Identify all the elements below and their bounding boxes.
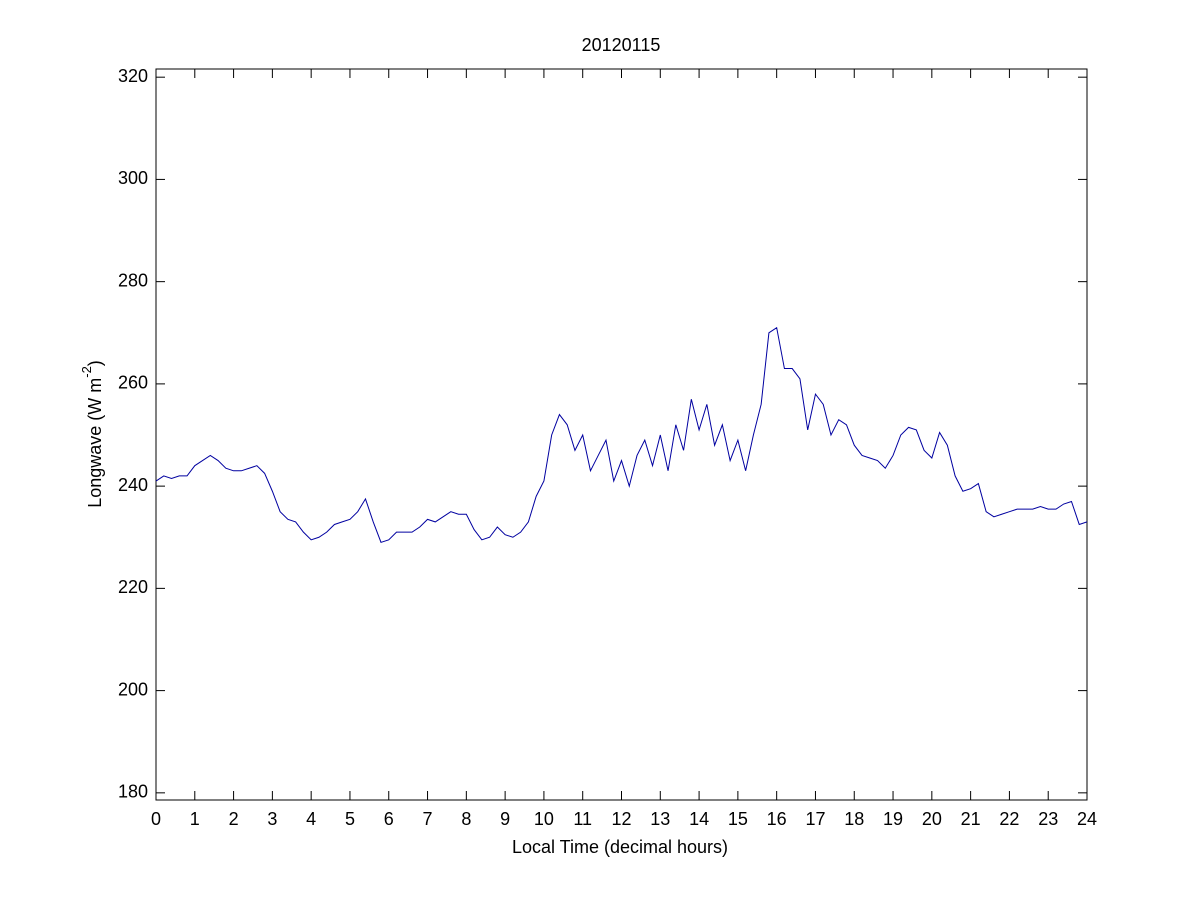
x-tick-label: 0 [151,809,161,829]
x-tick-label: 7 [423,809,433,829]
x-tick-label: 22 [999,809,1019,829]
chart-title: 20120115 [582,35,661,55]
y-tick-label: 280 [118,270,148,290]
x-tick-label: 12 [611,809,631,829]
y-label-text: Longwave (W m [85,378,105,508]
x-tick-label: 23 [1038,809,1058,829]
x-tick-label: 4 [306,809,316,829]
x-axis-label: Local Time (decimal hours) [512,837,728,857]
x-tick-label: 13 [650,809,670,829]
x-tick-label: 17 [805,809,825,829]
x-tick-label: 2 [229,809,239,829]
y-tick-label: 220 [118,577,148,597]
plot-area [155,68,1088,801]
y-tick-label: 200 [118,679,148,699]
x-tick-label: 9 [500,809,510,829]
x-tick-label: 19 [883,809,903,829]
y-label-sup: -2 [79,366,94,378]
x-tick-label: 3 [267,809,277,829]
y-label-end: ) [85,360,105,366]
x-tick-label: 21 [961,809,981,829]
x-tick-label: 5 [345,809,355,829]
x-tick-label: 14 [689,809,709,829]
y-tick-label: 180 [118,782,148,802]
x-tick-label: 24 [1077,809,1097,829]
data-line [155,326,1088,543]
x-tick-label: 8 [461,809,471,829]
x-tick-label: 6 [384,809,394,829]
y-tick-label: 240 [118,475,148,495]
x-tick-label: 18 [844,809,864,829]
y-axis-label: Longwave (W m-2) [79,360,104,508]
x-tick-label: 20 [922,809,942,829]
x-tick-label: 16 [767,809,787,829]
x-tick-label: 15 [728,809,748,829]
x-tick-label: 10 [534,809,554,829]
y-tick-label: 320 [118,66,148,86]
x-tick-label: 11 [573,809,592,829]
y-tick-label: 300 [118,168,148,188]
x-tick-label: 1 [190,809,200,829]
y-tick-label: 260 [118,373,148,393]
